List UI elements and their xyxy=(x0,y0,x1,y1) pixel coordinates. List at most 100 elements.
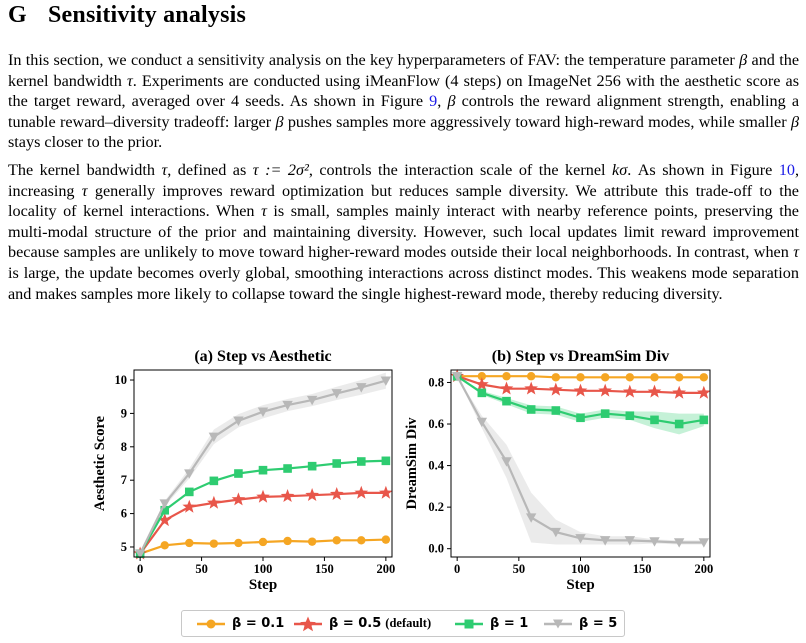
x-tick-label: 0 xyxy=(454,562,460,576)
data-point-star-5 xyxy=(256,489,270,503)
legend-item-beta-0-1: β = 0.1 xyxy=(196,611,284,636)
data-point-square-10 xyxy=(381,456,391,466)
y-axis-label: DreamSim Div xyxy=(404,417,420,510)
data-point-square-7 xyxy=(625,411,635,421)
paragraph-1: In this section, we conduct a sensitivit… xyxy=(8,50,799,153)
data-point-circle-4 xyxy=(234,538,243,548)
data-point-triangle-8 xyxy=(331,389,342,399)
y-axis-label: Aesthetic Score xyxy=(92,415,108,511)
chart-legend: β = 0.1 β = 0.5 (default) β = 1 β = 5 xyxy=(181,610,625,637)
data-point-star-1 xyxy=(475,377,489,391)
data-point-star-10 xyxy=(697,385,711,399)
data-point-triangle-8 xyxy=(649,537,660,547)
data-point-triangle-9 xyxy=(673,538,685,548)
p1-text-2: and the kernel bandwidth xyxy=(8,51,800,90)
data-point-circle-5 xyxy=(258,537,268,547)
data-point-triangle-10 xyxy=(698,538,710,548)
tau-symbol: τ xyxy=(793,243,800,262)
data-point-triangle-4 xyxy=(233,416,244,426)
y-tick-label: 0.6 xyxy=(428,417,444,431)
series-line-0 xyxy=(457,375,704,379)
data-point-triangle-7 xyxy=(306,395,318,406)
p2-text-6: generally improves reward optimization b… xyxy=(8,181,799,221)
data-point-triangle-0 xyxy=(134,549,146,559)
data-point-triangle-1 xyxy=(159,499,170,509)
figure-9-link[interactable]: 9 xyxy=(429,92,438,111)
data-point-triangle-5 xyxy=(257,407,269,417)
y-tick-label: 0.4 xyxy=(428,459,444,473)
data-point-circle-10 xyxy=(699,373,709,382)
data-point-star-8 xyxy=(647,384,662,398)
data-point-star-1 xyxy=(157,513,172,527)
data-point-star-9 xyxy=(672,385,686,399)
kernel-symbol: kσ xyxy=(612,161,628,179)
beta-symbol: β xyxy=(275,112,284,131)
data-point-star-4 xyxy=(549,382,563,396)
p2-text-2: , defined as xyxy=(167,161,247,179)
data-point-square-1 xyxy=(160,505,170,515)
data-point-square-8 xyxy=(332,459,342,468)
data-point-triangle-3 xyxy=(208,432,220,442)
chart-title: (b) Step vs DreamSim Div xyxy=(492,348,669,365)
p1-text-4: , xyxy=(437,92,442,111)
section-heading: G Sensitivity analysis xyxy=(8,2,246,29)
legend-item-beta-5: β = 5 xyxy=(543,611,617,636)
data-point-star-5 xyxy=(573,383,588,397)
p1-text-1: In this section, we conduct a sensitivit… xyxy=(8,51,735,69)
p2-text-5: , increasing xyxy=(8,161,800,200)
legend-suffix: (default) xyxy=(385,616,432,630)
data-point-circle-1 xyxy=(477,372,487,381)
x-axis-label: Step xyxy=(249,577,277,593)
series-band xyxy=(457,376,704,545)
data-point-star-10 xyxy=(379,485,393,499)
data-point-star-9 xyxy=(354,485,369,499)
data-point-circle-10 xyxy=(381,535,391,544)
data-point-square-0 xyxy=(452,371,462,381)
legend-label: β = 0.1 xyxy=(232,616,285,631)
data-point-triangle-10 xyxy=(380,376,392,386)
data-point-circle-7 xyxy=(307,537,317,546)
data-point-circle-1 xyxy=(160,541,169,550)
series-line-1 xyxy=(139,491,386,555)
y-tick-label: 0.8 xyxy=(428,375,444,389)
data-point-circle-3 xyxy=(209,539,219,548)
data-point-star-6 xyxy=(598,383,612,397)
x-tick-label: 100 xyxy=(571,562,590,576)
data-point-circle-3 xyxy=(526,372,536,381)
data-point-triangle-9 xyxy=(356,383,367,393)
p2-text-4: . As shown in Figure xyxy=(627,161,773,179)
p1-text-7: stays closer to the prior. xyxy=(8,133,163,152)
figure-10-link[interactable]: 10 xyxy=(778,161,795,179)
data-point-star-4 xyxy=(231,492,246,506)
p2-text-3: , controls the interaction scale of the … xyxy=(308,161,606,179)
data-point-star-3 xyxy=(524,381,538,395)
beta-symbol: β xyxy=(447,92,456,111)
y-tick-label: 9 xyxy=(121,406,127,420)
data-point-star-8 xyxy=(329,487,344,500)
tau-symbol: τ xyxy=(126,71,133,90)
data-point-triangle-6 xyxy=(599,536,611,546)
data-point-circle-0 xyxy=(452,372,462,381)
data-point-square-9 xyxy=(674,419,684,429)
tau-symbol: τ xyxy=(81,181,88,200)
axes-frame xyxy=(450,369,711,558)
y-tick-label: 0.2 xyxy=(428,500,444,514)
data-point-triangle-5 xyxy=(575,534,586,544)
data-point-square-8 xyxy=(650,415,659,425)
section-title: Sensitivity analysis xyxy=(48,2,247,28)
data-point-square-5 xyxy=(576,413,585,423)
data-point-circle-2 xyxy=(185,538,194,548)
legend-item-beta-0-5: β = 0.5 (default) xyxy=(293,611,431,636)
y-tick-label: 5 xyxy=(121,540,127,554)
x-tick-label: 0 xyxy=(137,562,143,576)
legend-item-beta-1: β = 1 xyxy=(454,611,528,636)
data-point-star-7 xyxy=(305,488,319,501)
data-point-square-3 xyxy=(209,476,219,486)
tau-symbol: τ xyxy=(161,161,168,179)
beta-symbol: β xyxy=(739,51,748,69)
series-line-3 xyxy=(456,375,704,544)
data-point-circle-9 xyxy=(674,373,684,382)
data-point-star-2 xyxy=(499,381,514,395)
data-point-triangle-2 xyxy=(501,457,512,467)
x-tick-label: 200 xyxy=(694,562,713,576)
